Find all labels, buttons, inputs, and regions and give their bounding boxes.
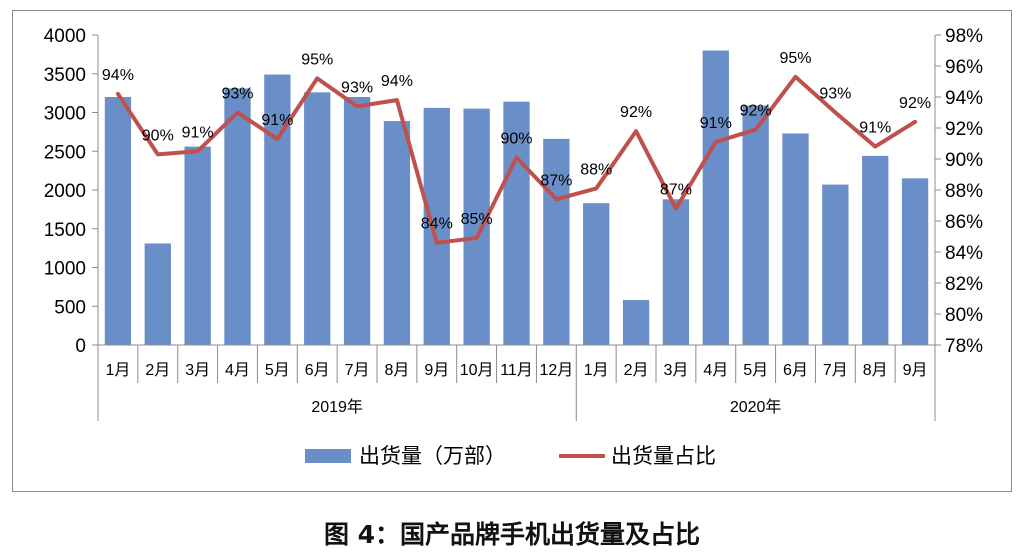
chart-svg: 0 500 1000 1500 2000 2500 3000 3500 4000 78% 80% 82… [44,26,983,468]
category-label: 8月 [384,362,409,379]
bar-5 [264,74,291,346]
bar-18 [782,133,809,345]
data-label: 93% [221,86,253,103]
data-label: 87% [540,172,572,189]
bar-6 [304,92,331,345]
legend-line-label: 出货量占比 [611,445,716,468]
category-label: 9月 [903,362,928,379]
left-tick-label: 3500 [44,65,86,86]
bar-13 [583,203,610,345]
bar-10 [463,108,490,345]
category-label: 7月 [823,362,848,379]
right-tick-label: 84% [945,243,983,264]
left-tick-label: 1000 [44,259,86,280]
bar-20 [862,155,889,345]
bar-17 [742,105,769,346]
year-label: 2019年 [311,398,363,416]
category-label: 9月 [424,362,449,379]
bar-15 [662,199,690,345]
bar-19 [822,184,849,345]
year-label: 2020年 [730,398,782,416]
data-label: 95% [301,51,333,68]
bar-9 [423,107,450,345]
data-label: 92% [899,95,931,112]
category-label: 8月 [863,362,888,379]
data-label: 92% [620,104,652,121]
bar-11 [503,101,530,346]
data-label: 90% [500,130,532,147]
legend-bar-swatch [305,449,351,463]
right-tick-label: 94% [945,88,983,109]
left-tick-label: 1500 [44,220,86,241]
bar-7 [343,97,371,345]
category-label: 2月 [624,362,649,379]
category-label: 6月 [305,362,330,379]
chart-frame: 0 500 1000 1500 2000 2500 3000 3500 4000 78% 80% 82… [12,10,1012,492]
data-label: 93% [819,86,851,103]
category-label: 3月 [185,362,210,379]
category-label: 12月 [539,362,573,379]
category-label: 6月 [783,362,808,379]
data-label: 91% [859,120,891,137]
right-tick-label: 82% [945,274,983,295]
right-tick-label: 88% [945,181,983,202]
right-tick-label: 80% [945,305,983,326]
category-label: 7月 [345,362,370,379]
bar-8 [383,121,411,346]
bar-21 [901,178,929,345]
data-label: 91% [182,124,214,141]
data-label: 91% [700,115,732,132]
left-tick-label: 500 [54,297,86,318]
bar-14 [622,300,650,345]
bar-16 [702,50,729,345]
bar-12 [543,138,570,345]
right-tick-label: 98% [945,26,983,47]
data-label: 94% [102,67,134,84]
left-tick-label: 3000 [44,104,86,125]
data-label: 87% [660,182,692,199]
data-label: 95% [779,50,811,67]
figure-caption: 图 4：国产品牌手机出货量及占比 [323,520,701,549]
data-label: 85% [461,211,493,228]
category-label: 5月 [743,362,768,379]
legend-bar-label: 出货量（万部） [359,445,506,468]
data-label: 92% [740,103,772,120]
data-label: 93% [341,79,373,96]
category-label: 2月 [145,362,170,379]
left-tick-label: 2500 [44,142,86,163]
right-tick-label: 90% [945,150,983,171]
line-series-share [115,74,918,245]
left-tick-label: 2000 [44,181,86,202]
left-tick-label: 0 [75,336,86,357]
data-label: 91% [261,112,293,129]
category-label: 4月 [703,362,728,379]
category-label: 3月 [663,362,688,379]
bar-1 [104,97,132,345]
bar-4 [224,88,251,345]
right-tick-label: 92% [945,119,983,140]
category-label: 1月 [105,362,130,379]
right-tick-label: 86% [945,212,983,233]
left-tick-label: 4000 [44,26,86,47]
category-label: 10月 [460,362,494,379]
bar-2 [144,243,171,345]
right-tick-label: 96% [945,57,983,78]
category-label: 4月 [225,362,250,379]
bar-3 [184,146,211,345]
data-label: 90% [142,127,174,144]
data-label: 94% [381,73,413,90]
data-label: 84% [421,216,453,233]
category-label: 1月 [584,362,609,379]
category-label: 11月 [500,362,533,379]
data-label: 88% [580,161,612,178]
right-tick-label: 78% [945,336,983,357]
category-label: 5月 [265,362,290,379]
